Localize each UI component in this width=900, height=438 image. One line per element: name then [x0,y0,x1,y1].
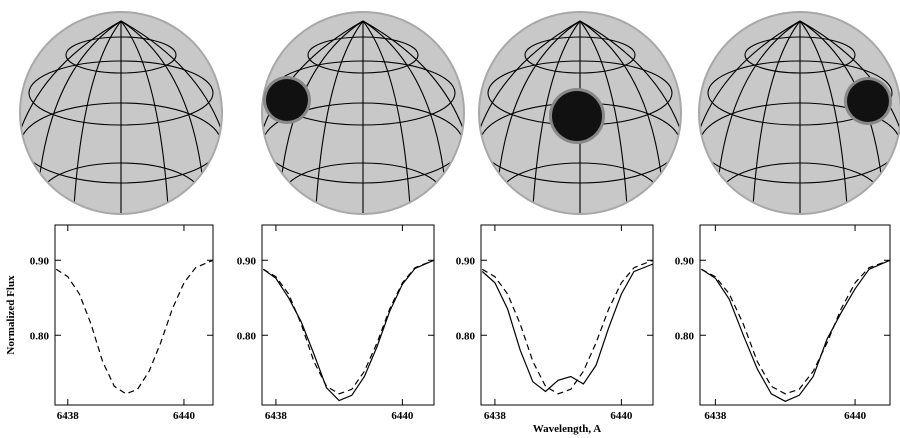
y-tick-label: 0.90 [237,255,257,267]
x-tick-label: 6440 [173,410,196,422]
star-images [9,11,900,227]
y-tick-label: 0.80 [237,330,257,342]
x-tick-label: 6438 [484,410,507,422]
flux-line [55,259,214,395]
flux-line [481,259,654,395]
x-tick-label: 6440 [391,410,414,422]
flux-line [701,259,891,402]
star-image [9,11,233,227]
plot-frame [261,224,435,406]
x-tick-label: 6438 [265,410,288,422]
spot [847,80,889,122]
x-tick-label: 6438 [704,410,727,422]
spot [552,91,602,141]
y-axis-label: Normalized Flux [5,275,17,355]
x-tick-label: 6440 [610,410,633,422]
y-tick-label: 0.80 [30,330,50,342]
y-tick-label: 0.80 [675,330,695,342]
plot-frame [699,224,891,406]
x-axis-label: Wavelength, A [533,423,602,435]
flux-line [701,259,891,395]
y-tick-label: 0.90 [30,255,50,267]
spot [266,79,308,121]
flux-line [262,259,435,402]
y-tick-label: 0.80 [456,330,476,342]
x-tick-label: 6440 [844,410,867,422]
y-tick-label: 0.90 [456,255,476,267]
x-tick-label: 6438 [57,410,80,422]
flux-line [481,263,654,393]
plot-frame [54,224,214,406]
plot-frame [480,224,654,406]
flux-line [262,259,435,395]
y-tick-label: 0.90 [675,255,695,267]
